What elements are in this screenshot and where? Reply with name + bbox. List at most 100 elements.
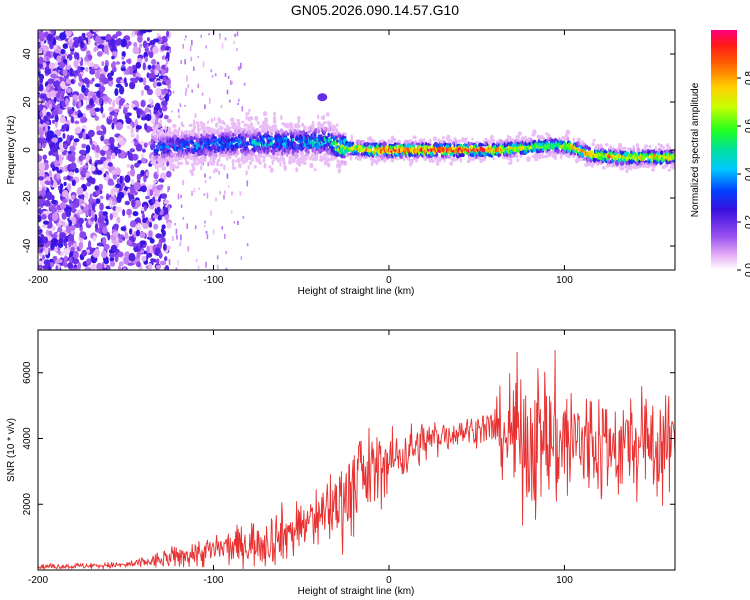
spectrogram-noise-cell — [227, 76, 230, 79]
spectrogram-ridge-cell — [511, 138, 515, 143]
colorbar-label: Normalized spectral amplitude — [690, 82, 701, 217]
spectrogram-ridge-cell — [350, 137, 354, 143]
spectrogram-ridge-cell — [178, 157, 182, 161]
spectrogram-noise-cell — [158, 252, 163, 259]
spectrogram-ridge-cell — [507, 134, 510, 138]
spectrogram-noise-cell — [211, 75, 214, 78]
spectrogram-noise-cell — [239, 191, 242, 196]
spectrogram-ridge-cell — [153, 159, 157, 163]
spectrogram-noise-cell — [180, 204, 183, 208]
spectrogram-noise-cell — [167, 186, 169, 192]
spectrogram-noise-cell — [88, 91, 95, 97]
spectrogram-noise-cell — [154, 201, 161, 209]
spectrogram-noise-cell — [141, 116, 147, 121]
spectrogram-noise-cell — [152, 196, 156, 205]
spectrogram-noise-cell — [148, 263, 153, 270]
spectrogram-noise-cell — [216, 255, 219, 260]
spectrogram-noise-cell — [161, 105, 168, 112]
spectrogram-noise-cell — [134, 199, 142, 208]
spectrogram-noise-cell — [147, 64, 152, 70]
spectrogram-noise-cell — [216, 161, 219, 164]
spectrogram-noise-cell — [204, 220, 206, 224]
spectrogram-noise-cell — [130, 168, 136, 177]
spectrogram-noise-cell — [38, 42, 41, 49]
spectrogram-ridge-cell — [152, 129, 156, 135]
spectrogram-noise-cell — [186, 75, 188, 82]
spectrogram-noise-cell — [126, 239, 132, 246]
spectrogram-noise-cell — [119, 140, 126, 146]
spectrogram-ridge-cell — [305, 156, 308, 161]
spectrogram-noise-cell — [88, 240, 92, 249]
spectrogram-noise-cell — [67, 58, 70, 67]
spectrogram-noise-cell — [52, 143, 59, 153]
spectrogram-noise-cell — [38, 56, 44, 64]
spectrogram-noise-cell — [89, 193, 93, 202]
spectrogram-noise-cell — [40, 119, 44, 125]
spectrogram-noise-cell — [92, 250, 100, 258]
spectrogram-ridge-cell — [625, 168, 629, 174]
spectrogram-ridge-cell — [258, 152, 263, 159]
spectrogram-noise-cell — [103, 243, 110, 250]
spectrogram-ridge-cell — [223, 121, 226, 126]
spectrogram-noise-cell — [81, 84, 86, 94]
spectrogram-ridge-cell — [297, 116, 301, 120]
spectrogram-ridge-cell — [271, 159, 275, 166]
spectrogram-noise-cell — [55, 265, 59, 270]
spectrogram-ridge-cell — [262, 157, 266, 163]
spectrogram-noise-cell — [91, 144, 96, 151]
spectrogram-noise-cell — [100, 149, 106, 156]
spectrogram-ridge-cell — [515, 153, 519, 159]
spectrogram-ridge-cell — [311, 120, 315, 126]
spectrogram-ridge-cell — [304, 125, 307, 131]
spectrogram-noise-cell — [202, 162, 204, 166]
spectrogram-ridge-cell — [392, 137, 397, 142]
spectrogram-ridge-cell — [197, 131, 200, 136]
spectrogram-noise-cell — [163, 243, 167, 251]
spectrogram-noise-cell — [70, 162, 77, 171]
spectrogram-noise-cell — [38, 236, 42, 245]
spectrogram-noise-cell — [84, 191, 89, 201]
spectrogram-ridge-cell — [336, 139, 339, 143]
spectrogram-noise-cell — [126, 208, 132, 216]
spectrogram-ridge-cell — [203, 159, 207, 163]
spectrogram-noise-cell — [38, 225, 41, 230]
spectrogram-ridge-cell — [154, 124, 160, 129]
spectrogram-noise-cell — [225, 250, 227, 254]
spectrogram-noise-cell — [90, 264, 96, 270]
spectrogram-noise-cell — [225, 267, 228, 270]
spectrogram-noise-cell — [155, 233, 162, 239]
spectrogram-noise-cell — [67, 262, 73, 269]
spectrogram-noise-cell — [142, 218, 147, 223]
spectrogram-noise-cell — [175, 228, 178, 235]
spectrogram-ridge-cell — [516, 158, 520, 162]
spectrogram-noise-cell — [48, 170, 52, 177]
spectrogram-ridge-cell — [215, 163, 220, 167]
spectrogram-noise-cell — [140, 185, 147, 193]
spectrogram-ridge-cell — [578, 154, 581, 159]
spectrogram-ridge-cell — [643, 144, 649, 148]
spectrogram-noise-cell — [38, 202, 43, 208]
spectrogram-noise-cell — [58, 108, 63, 115]
spectrogram-noise-cell — [111, 201, 116, 206]
spectrogram-noise-cell — [106, 265, 111, 270]
spectrogram-ridge-cell — [609, 145, 612, 151]
spectrogram-noise-cell — [166, 118, 172, 123]
spectrogram-ridge-cell — [455, 158, 459, 161]
spectrogram-ridge-cell — [212, 161, 215, 166]
spectrogram-noise-cell — [74, 51, 78, 60]
spectrogram-ridge-cell — [279, 161, 282, 167]
spectrogram-noise-cell — [155, 264, 162, 270]
spectrogram-noise-cell — [148, 98, 153, 104]
spectrogram-noise-cell — [118, 104, 122, 110]
spectrogram-ridge-cell — [262, 111, 268, 117]
spectrogram-ridge-cell — [621, 166, 625, 171]
spectrogram-noise-cell — [179, 103, 182, 108]
spectrogram-noise-cell — [62, 132, 66, 139]
spectrogram-noise-cell — [64, 37, 69, 42]
spectrogram-noise-cell — [67, 109, 74, 115]
spectrogram-ridge-cell — [159, 119, 163, 125]
spectrogram-noise-cell — [52, 37, 57, 46]
spectrogram-ridge-cell — [442, 136, 445, 140]
spectrogram-noise-cell — [109, 111, 116, 116]
